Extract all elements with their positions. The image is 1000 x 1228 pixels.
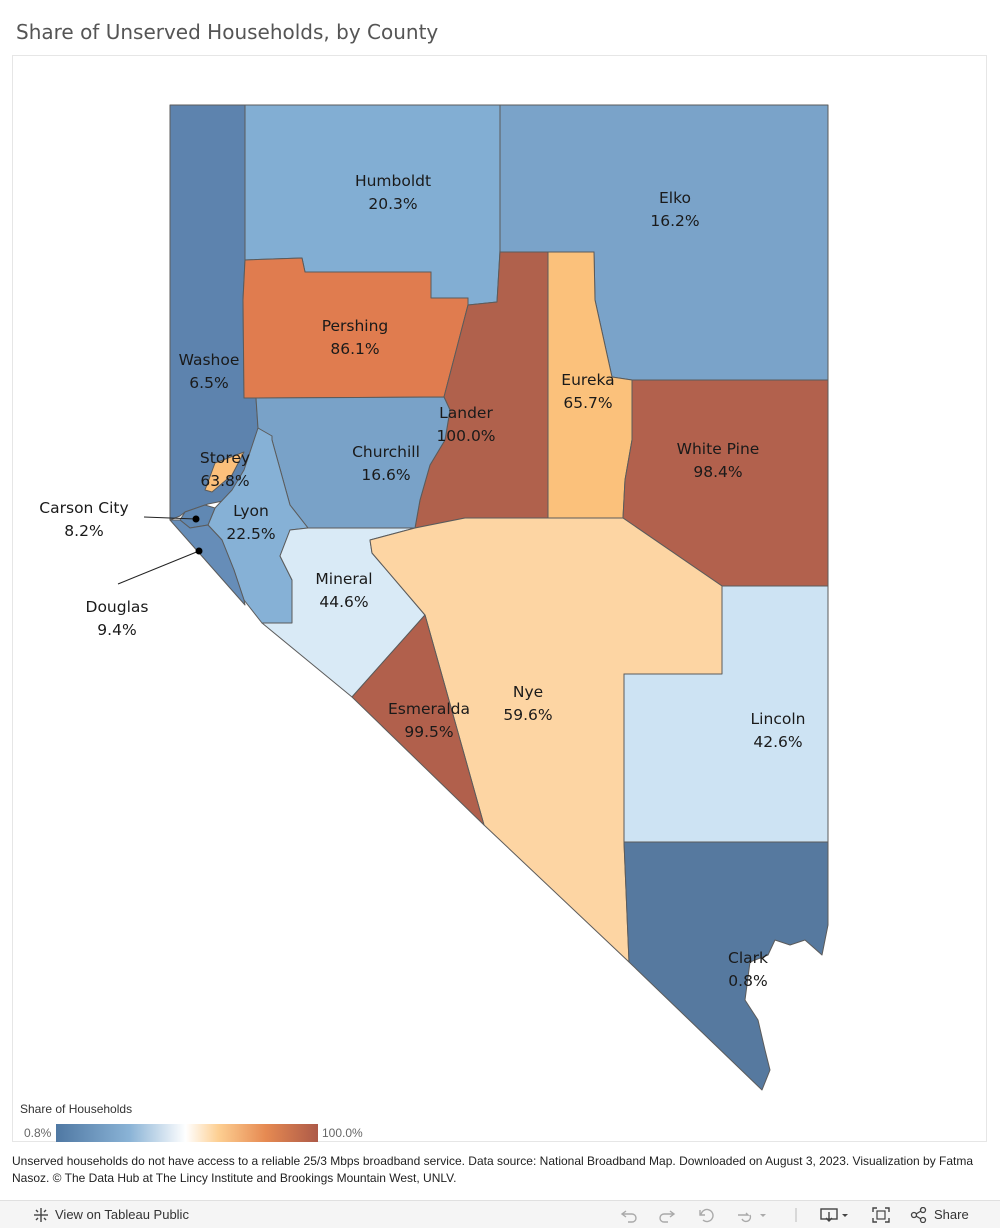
redo-button[interactable] [658, 1201, 676, 1228]
revert-icon [698, 1207, 716, 1223]
county-value: 42.6% [753, 733, 802, 751]
fullscreen-icon [872, 1206, 890, 1223]
county-label: Churchill [352, 443, 420, 461]
undo-icon [620, 1207, 638, 1223]
douglas-marker [195, 547, 203, 555]
view-on-tableau-button[interactable]: View on Tableau Public [33, 1201, 189, 1228]
county-label: Douglas [86, 598, 149, 616]
county-label: Lyon [233, 502, 269, 520]
share-label: Share [934, 1207, 969, 1222]
refresh-icon [736, 1207, 766, 1223]
county-value: 8.2% [64, 522, 103, 540]
county-value: 16.2% [650, 212, 699, 230]
county-value: 99.5% [404, 723, 453, 741]
county-value: 20.3% [368, 195, 417, 213]
county-label: Eureka [561, 371, 614, 389]
county-pershing[interactable] [242, 257, 469, 399]
county-label: Carson City [39, 499, 128, 517]
carson-city-leader-line [143, 516, 197, 520]
county-label: Lander [439, 404, 493, 422]
county-value: 63.8% [200, 472, 249, 490]
county-label: Humboldt [355, 172, 431, 190]
county-value: 44.6% [319, 593, 368, 611]
county-value: 16.6% [361, 466, 410, 484]
county-value: 100.0% [436, 427, 495, 445]
fullscreen-button[interactable] [872, 1201, 890, 1228]
toolbar-divider [795, 1201, 797, 1228]
county-label: Elko [659, 189, 691, 207]
county-value: 22.5% [226, 525, 275, 543]
county-label: Pershing [322, 317, 389, 335]
county-value: 65.7% [563, 394, 612, 412]
undo-button[interactable] [620, 1201, 638, 1228]
county-label: Nye [513, 683, 543, 701]
county-clark[interactable] [623, 841, 829, 1091]
legend-title: Share of Households [20, 1102, 133, 1116]
county-value: 6.5% [189, 374, 228, 392]
share-button[interactable]: Share [910, 1201, 969, 1228]
county-label: White Pine [677, 440, 760, 458]
county-value: 0.8% [728, 972, 767, 990]
county-label: Lincoln [751, 710, 806, 728]
redo-icon [658, 1207, 676, 1223]
nevada-county-map[interactable]: Humboldt 20.3% Elko 16.2% Pershing 86.1% Wa… [0, 0, 1000, 1200]
legend-color-ramp [56, 1124, 318, 1142]
county-douglas[interactable] [169, 519, 246, 606]
county-value: 9.4% [97, 621, 136, 639]
county-label: Clark [728, 949, 768, 967]
douglas-leader-line [117, 550, 200, 585]
legend-max-label: 100.0% [322, 1126, 363, 1140]
footnote: Unserved households do not have access t… [12, 1154, 974, 1185]
revert-button[interactable] [698, 1201, 716, 1228]
carson-city-marker [192, 515, 200, 523]
dashboard-title: Share of Unserved Households, by County [16, 20, 439, 44]
download-icon [820, 1207, 850, 1223]
county-value: 98.4% [693, 463, 742, 481]
refresh-button[interactable] [736, 1201, 766, 1228]
county-storey[interactable] [204, 451, 245, 493]
legend-min-label: 0.8% [24, 1126, 52, 1140]
share-icon [910, 1206, 928, 1223]
county-label: Mineral [315, 570, 372, 588]
download-button[interactable] [820, 1201, 850, 1228]
county-value: 59.6% [503, 706, 552, 724]
view-on-tableau-label: View on Tableau Public [55, 1207, 189, 1222]
tableau-toolbar: View on Tableau Public [0, 1200, 1000, 1228]
county-label: Esmeralda [388, 700, 470, 718]
county-label: Washoe [179, 351, 240, 369]
tableau-logo-icon [33, 1207, 49, 1223]
county-esmeralda[interactable] [351, 614, 485, 826]
county-label: Storey [200, 449, 250, 467]
county-value: 86.1% [330, 340, 379, 358]
